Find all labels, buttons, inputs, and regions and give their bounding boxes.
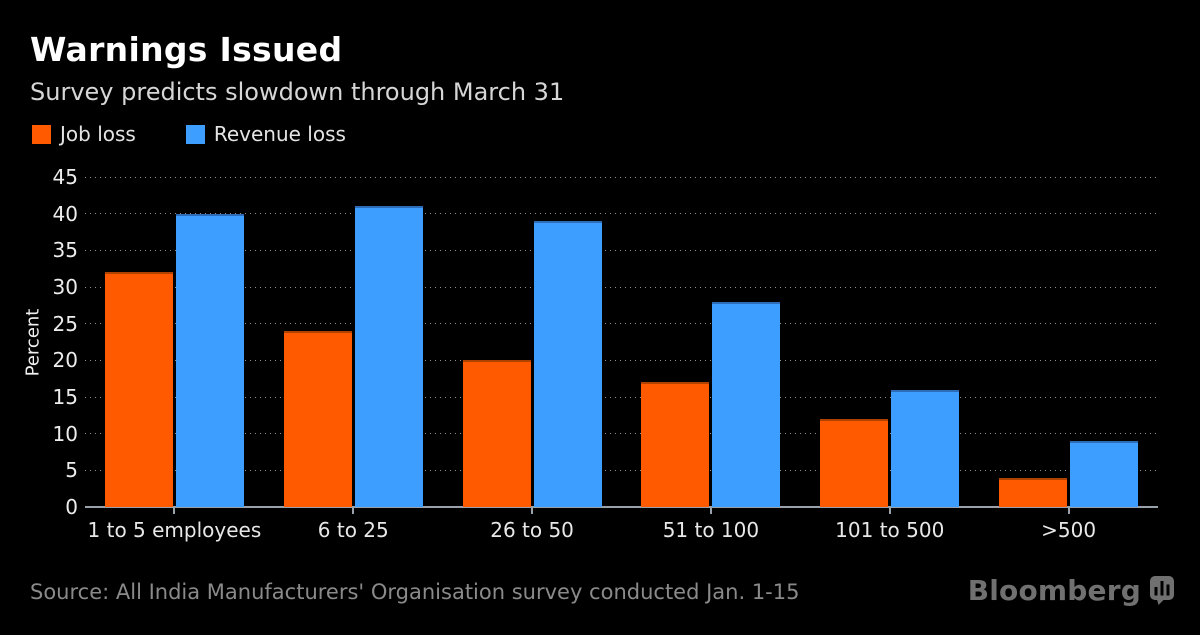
y-tick-label: 25	[52, 311, 78, 336]
bloomberg-logo: Bloomberg	[968, 574, 1174, 607]
legend: Job loss Revenue loss	[32, 122, 346, 146]
bar-job-loss	[641, 382, 710, 507]
y-tick-label: 5	[65, 458, 78, 483]
bar-revenue-loss	[1070, 441, 1139, 507]
gridline	[85, 249, 1158, 251]
source-note: Source: All India Manufacturers' Organis…	[30, 580, 800, 604]
bar-revenue-loss	[891, 389, 960, 507]
x-tick-mark	[1067, 507, 1070, 514]
x-tick-mark	[888, 507, 891, 514]
x-tick-label: 1 to 5 employees	[87, 518, 262, 542]
x-axis-line	[85, 506, 1158, 508]
y-axis-title: Percent	[22, 308, 44, 377]
bar-revenue-loss	[175, 213, 244, 507]
bar-revenue-loss	[533, 221, 602, 507]
bloomberg-chart-bubble-icon	[1150, 576, 1174, 605]
bar-job-loss	[820, 419, 889, 507]
y-tick-label: 0	[65, 495, 78, 519]
x-tick-label: 51 to 100	[662, 518, 760, 542]
bar-job-loss	[999, 477, 1068, 507]
gridline	[85, 286, 1158, 288]
job-loss-swatch-icon	[32, 124, 51, 144]
x-tick-mark	[531, 507, 534, 514]
x-tick-mark	[173, 507, 176, 514]
x-tick-label: 101 to 500	[835, 518, 945, 542]
gridline	[85, 359, 1158, 361]
gridline	[85, 176, 1158, 178]
bar-job-loss	[283, 331, 352, 507]
y-tick-label: 30	[52, 275, 78, 299]
bar-job-loss	[104, 272, 173, 507]
y-tick-label: 10	[52, 421, 78, 446]
legend-item-revenue-loss: Revenue loss	[185, 122, 346, 146]
y-tick-label: 35	[52, 238, 78, 263]
legend-item-job-loss: Job loss	[32, 122, 136, 146]
y-tick-label: 20	[52, 348, 78, 373]
x-tick-mark	[709, 507, 712, 514]
bloomberg-wordmark: Bloomberg	[967, 574, 1141, 607]
x-tick-label: 26 to 50	[490, 518, 574, 542]
gridline	[85, 433, 1158, 435]
y-tick-label: 45	[52, 165, 78, 189]
bar-job-loss	[462, 360, 531, 507]
y-tick-label: 40	[52, 201, 78, 226]
revenue-loss-swatch-icon	[185, 124, 205, 144]
bar-revenue-loss	[354, 206, 423, 507]
bar-revenue-loss	[712, 301, 781, 507]
gridline	[85, 323, 1158, 325]
legend-label: Revenue loss	[213, 122, 346, 146]
gridline	[85, 396, 1158, 398]
x-tick-label: 6 to 25	[317, 518, 389, 542]
x-tick-label: >500	[1041, 518, 1097, 542]
y-tick-label: 15	[52, 385, 78, 409]
gridline	[85, 213, 1158, 215]
chart-subtitle: Survey predicts slowdown through March 3…	[30, 78, 565, 106]
legend-label: Job loss	[60, 122, 136, 146]
gridline	[85, 469, 1158, 471]
x-tick-mark	[352, 507, 355, 514]
chart-title: Warnings Issued	[30, 30, 343, 69]
